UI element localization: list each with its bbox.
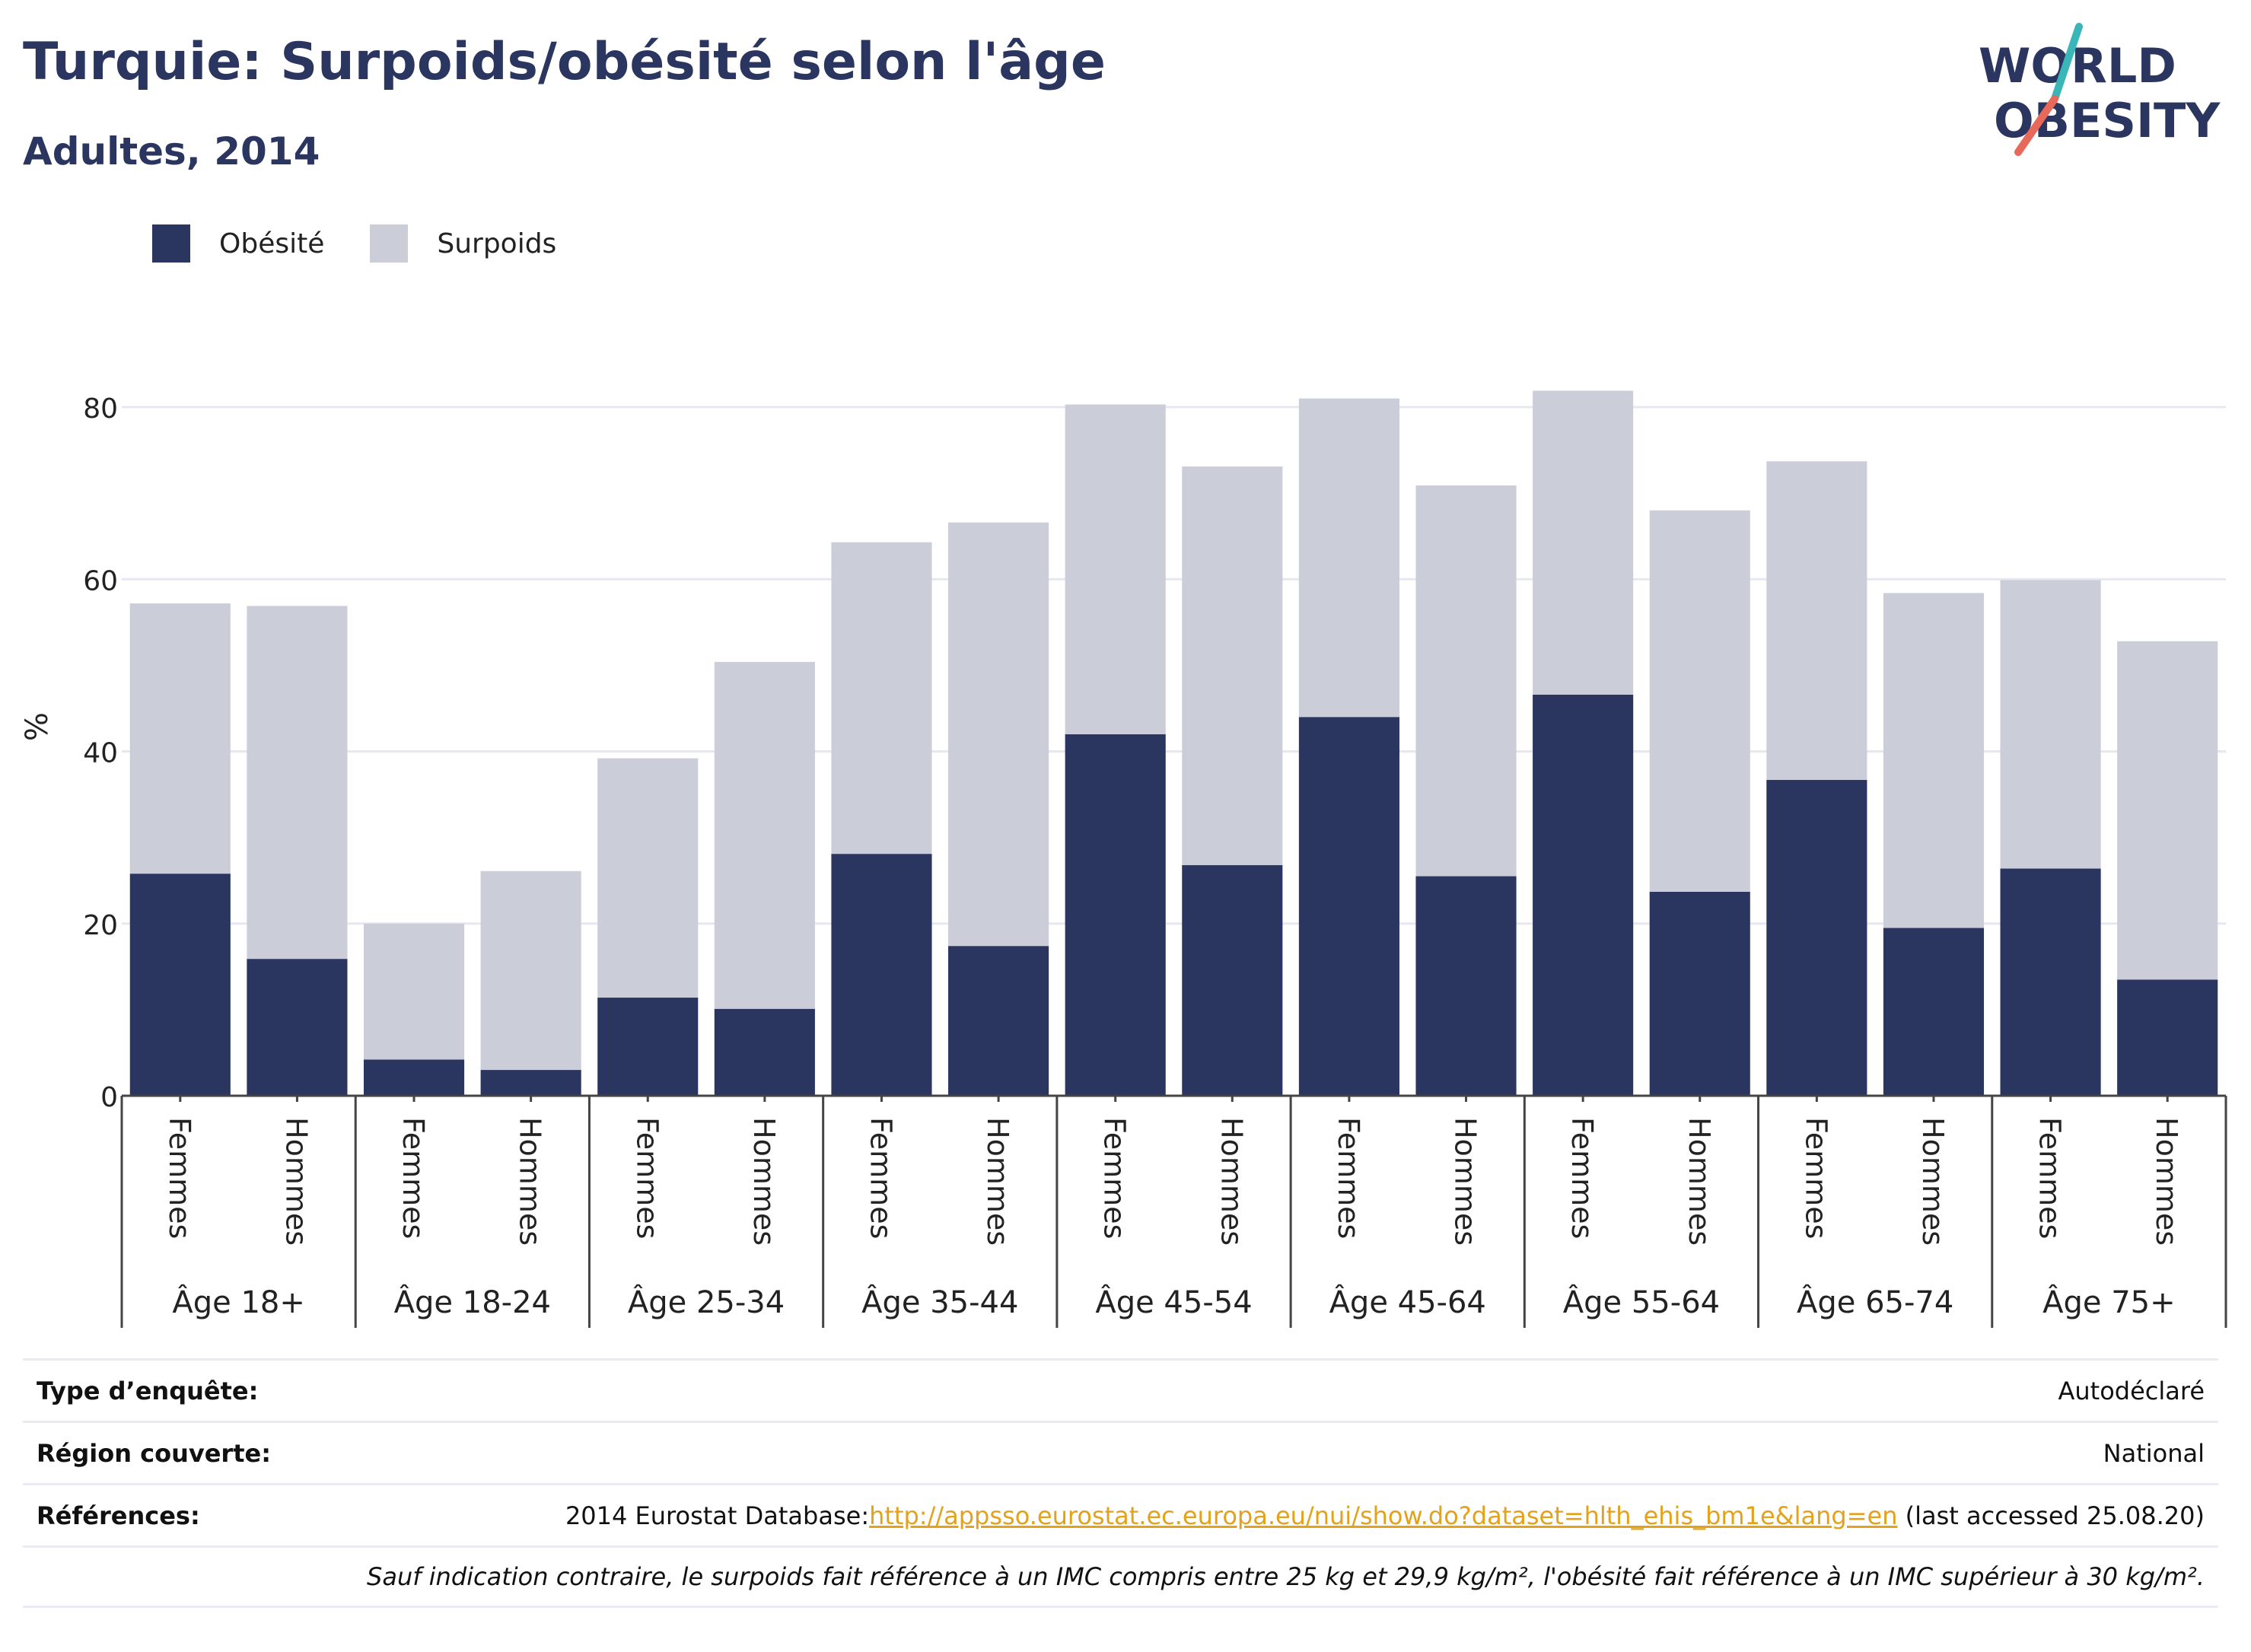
info-row-survey-type: Type d’enquête: Autodéclaré xyxy=(23,1358,2218,1421)
bar-overweight-8 xyxy=(1065,404,1166,734)
info-row-note: Sauf indication contraire, le surpoids f… xyxy=(23,1545,2218,1608)
sex-label: Hommes xyxy=(1683,1117,1716,1246)
bar-obesity-11 xyxy=(1415,876,1517,1096)
grid-layer xyxy=(122,406,2226,925)
chart-subtitle: Adultes, 2014 xyxy=(23,129,320,173)
chart-legend: Obésité Surpoids xyxy=(152,224,602,263)
bar-obesity-0 xyxy=(129,874,231,1096)
references-label: Références: xyxy=(37,1501,200,1530)
bar-overweight-17 xyxy=(2117,641,2218,980)
sex-label: Femmes xyxy=(163,1117,196,1239)
bar-overweight-6 xyxy=(831,542,932,855)
legend-label-obesity: Obésité xyxy=(219,228,325,259)
age-group-label: Âge 65-74 xyxy=(1797,1284,1953,1320)
sex-label: Femmes xyxy=(396,1117,430,1239)
bar-overweight-0 xyxy=(129,603,231,874)
sex-label: Hommes xyxy=(2150,1117,2183,1246)
definition-note: Sauf indication contraire, le surpoids f… xyxy=(367,1562,2205,1591)
bar-obesity-5 xyxy=(714,1008,815,1096)
chart-title: Turquie: Surpoids/obésité selon l'âge xyxy=(23,32,1106,92)
bar-overweight-13 xyxy=(1649,510,1750,892)
info-row-references: Références: 2014 Eurostat Database:http:… xyxy=(23,1483,2218,1545)
sex-label: Femmes xyxy=(2033,1117,2067,1239)
sex-label: Hommes xyxy=(514,1117,547,1246)
bar-overweight-3 xyxy=(480,871,581,1071)
references-prefix: 2014 Eurostat Database: xyxy=(565,1501,870,1530)
references-link[interactable]: http://appsso.eurostat.ec.europa.eu/nui/… xyxy=(869,1501,1898,1530)
bar-obesity-7 xyxy=(948,946,1049,1096)
sex-label: Femmes xyxy=(1098,1117,1132,1239)
bar-obesity-14 xyxy=(1766,779,1867,1096)
sex-label: Femmes xyxy=(1565,1117,1599,1239)
age-group-label: Âge 18-24 xyxy=(394,1284,551,1320)
sex-label: Hommes xyxy=(747,1117,781,1246)
legend-label-overweight: Surpoids xyxy=(437,228,557,259)
bar-obesity-6 xyxy=(831,854,932,1096)
survey-type-label: Type d’enquête: xyxy=(37,1376,259,1405)
bar-overweight-12 xyxy=(1533,390,1634,695)
logo-line1: WORLD xyxy=(1979,38,2176,94)
bar-overweight-15 xyxy=(1883,593,1985,928)
bar-obesity-16 xyxy=(2000,868,2101,1096)
region-label: Région couverte: xyxy=(37,1438,271,1468)
bar-obesity-12 xyxy=(1533,694,1634,1096)
region-value: National xyxy=(2103,1438,2205,1468)
sex-label: Femmes xyxy=(864,1117,897,1239)
bar-overweight-5 xyxy=(714,661,815,1009)
bar-overweight-9 xyxy=(1182,466,1283,865)
axis-layer: 0 20 40 60 80 Femmes Hommes Femmes Hommes Femmes H… xyxy=(83,393,2227,1328)
sex-label: Femmes xyxy=(1799,1117,1832,1239)
sex-label: Hommes xyxy=(1449,1117,1482,1246)
y-tick-label: 20 xyxy=(83,910,118,941)
bar-obesity-17 xyxy=(2117,979,2218,1096)
y-tick-label: 60 xyxy=(83,565,118,597)
bar-obesity-2 xyxy=(363,1059,465,1096)
info-row-region: Région couverte: National xyxy=(23,1421,2218,1483)
bar-overweight-10 xyxy=(1298,398,1399,718)
bar-overweight-2 xyxy=(363,923,465,1060)
references-suffix: (last accessed 25.08.20) xyxy=(1897,1501,2205,1530)
legend-item-obesity: Obésité xyxy=(152,224,324,263)
bar-obesity-15 xyxy=(1883,928,1985,1096)
bar-overweight-1 xyxy=(247,606,348,960)
age-group-label: Âge 55-64 xyxy=(1563,1284,1720,1320)
bar-obesity-10 xyxy=(1298,717,1399,1096)
references-value: 2014 Eurostat Database:http://appsso.eur… xyxy=(565,1501,2205,1530)
sex-label: Hommes xyxy=(279,1117,313,1246)
survey-type-value: Autodéclaré xyxy=(2058,1376,2205,1405)
y-tick-label: 40 xyxy=(83,738,118,769)
y-tick-label: 80 xyxy=(83,393,118,425)
age-group-label: Âge 18+ xyxy=(172,1284,305,1320)
sex-label: Hommes xyxy=(1215,1117,1248,1246)
bar-obesity-8 xyxy=(1065,734,1166,1096)
sex-label: Hommes xyxy=(1916,1117,1950,1246)
age-group-label: Âge 45-64 xyxy=(1329,1284,1486,1320)
sex-label: Hommes xyxy=(981,1117,1014,1246)
legend-swatch-obesity xyxy=(152,224,190,263)
bar-overweight-7 xyxy=(948,522,1049,947)
age-group-label: Âge 75+ xyxy=(2042,1284,2176,1320)
sex-label: Femmes xyxy=(1332,1117,1365,1239)
bar-overweight-16 xyxy=(2000,580,2101,869)
legend-swatch-overweight xyxy=(370,224,409,263)
bar-obesity-4 xyxy=(597,998,699,1096)
bar-overweight-4 xyxy=(597,758,699,998)
bar-obesity-13 xyxy=(1649,891,1750,1096)
legend-item-overweight: Surpoids xyxy=(370,224,556,263)
bar-obesity-9 xyxy=(1182,864,1283,1096)
bar-overweight-14 xyxy=(1766,461,1867,780)
info-table: Type d’enquête: Autodéclaré Région couve… xyxy=(23,1358,2218,1608)
sex-label: Femmes xyxy=(630,1117,664,1239)
bar-obesity-1 xyxy=(247,959,348,1096)
y-axis-label: % xyxy=(20,712,55,741)
age-group-label: Âge 45-54 xyxy=(1095,1284,1252,1320)
bar-obesity-3 xyxy=(480,1070,581,1096)
stacked-bar-chart: 0 20 40 60 80 Femmes Hommes Femmes Hommes Femmes H… xyxy=(20,390,2227,1328)
world-obesity-logo: WORLD OBESITY xyxy=(1979,23,2221,156)
y-tick-label: 0 xyxy=(100,1082,118,1113)
bar-overweight-11 xyxy=(1415,485,1517,877)
bar-layer xyxy=(129,390,2218,1096)
age-group-label: Âge 25-34 xyxy=(628,1284,785,1320)
age-group-label: Âge 35-44 xyxy=(861,1284,1018,1320)
